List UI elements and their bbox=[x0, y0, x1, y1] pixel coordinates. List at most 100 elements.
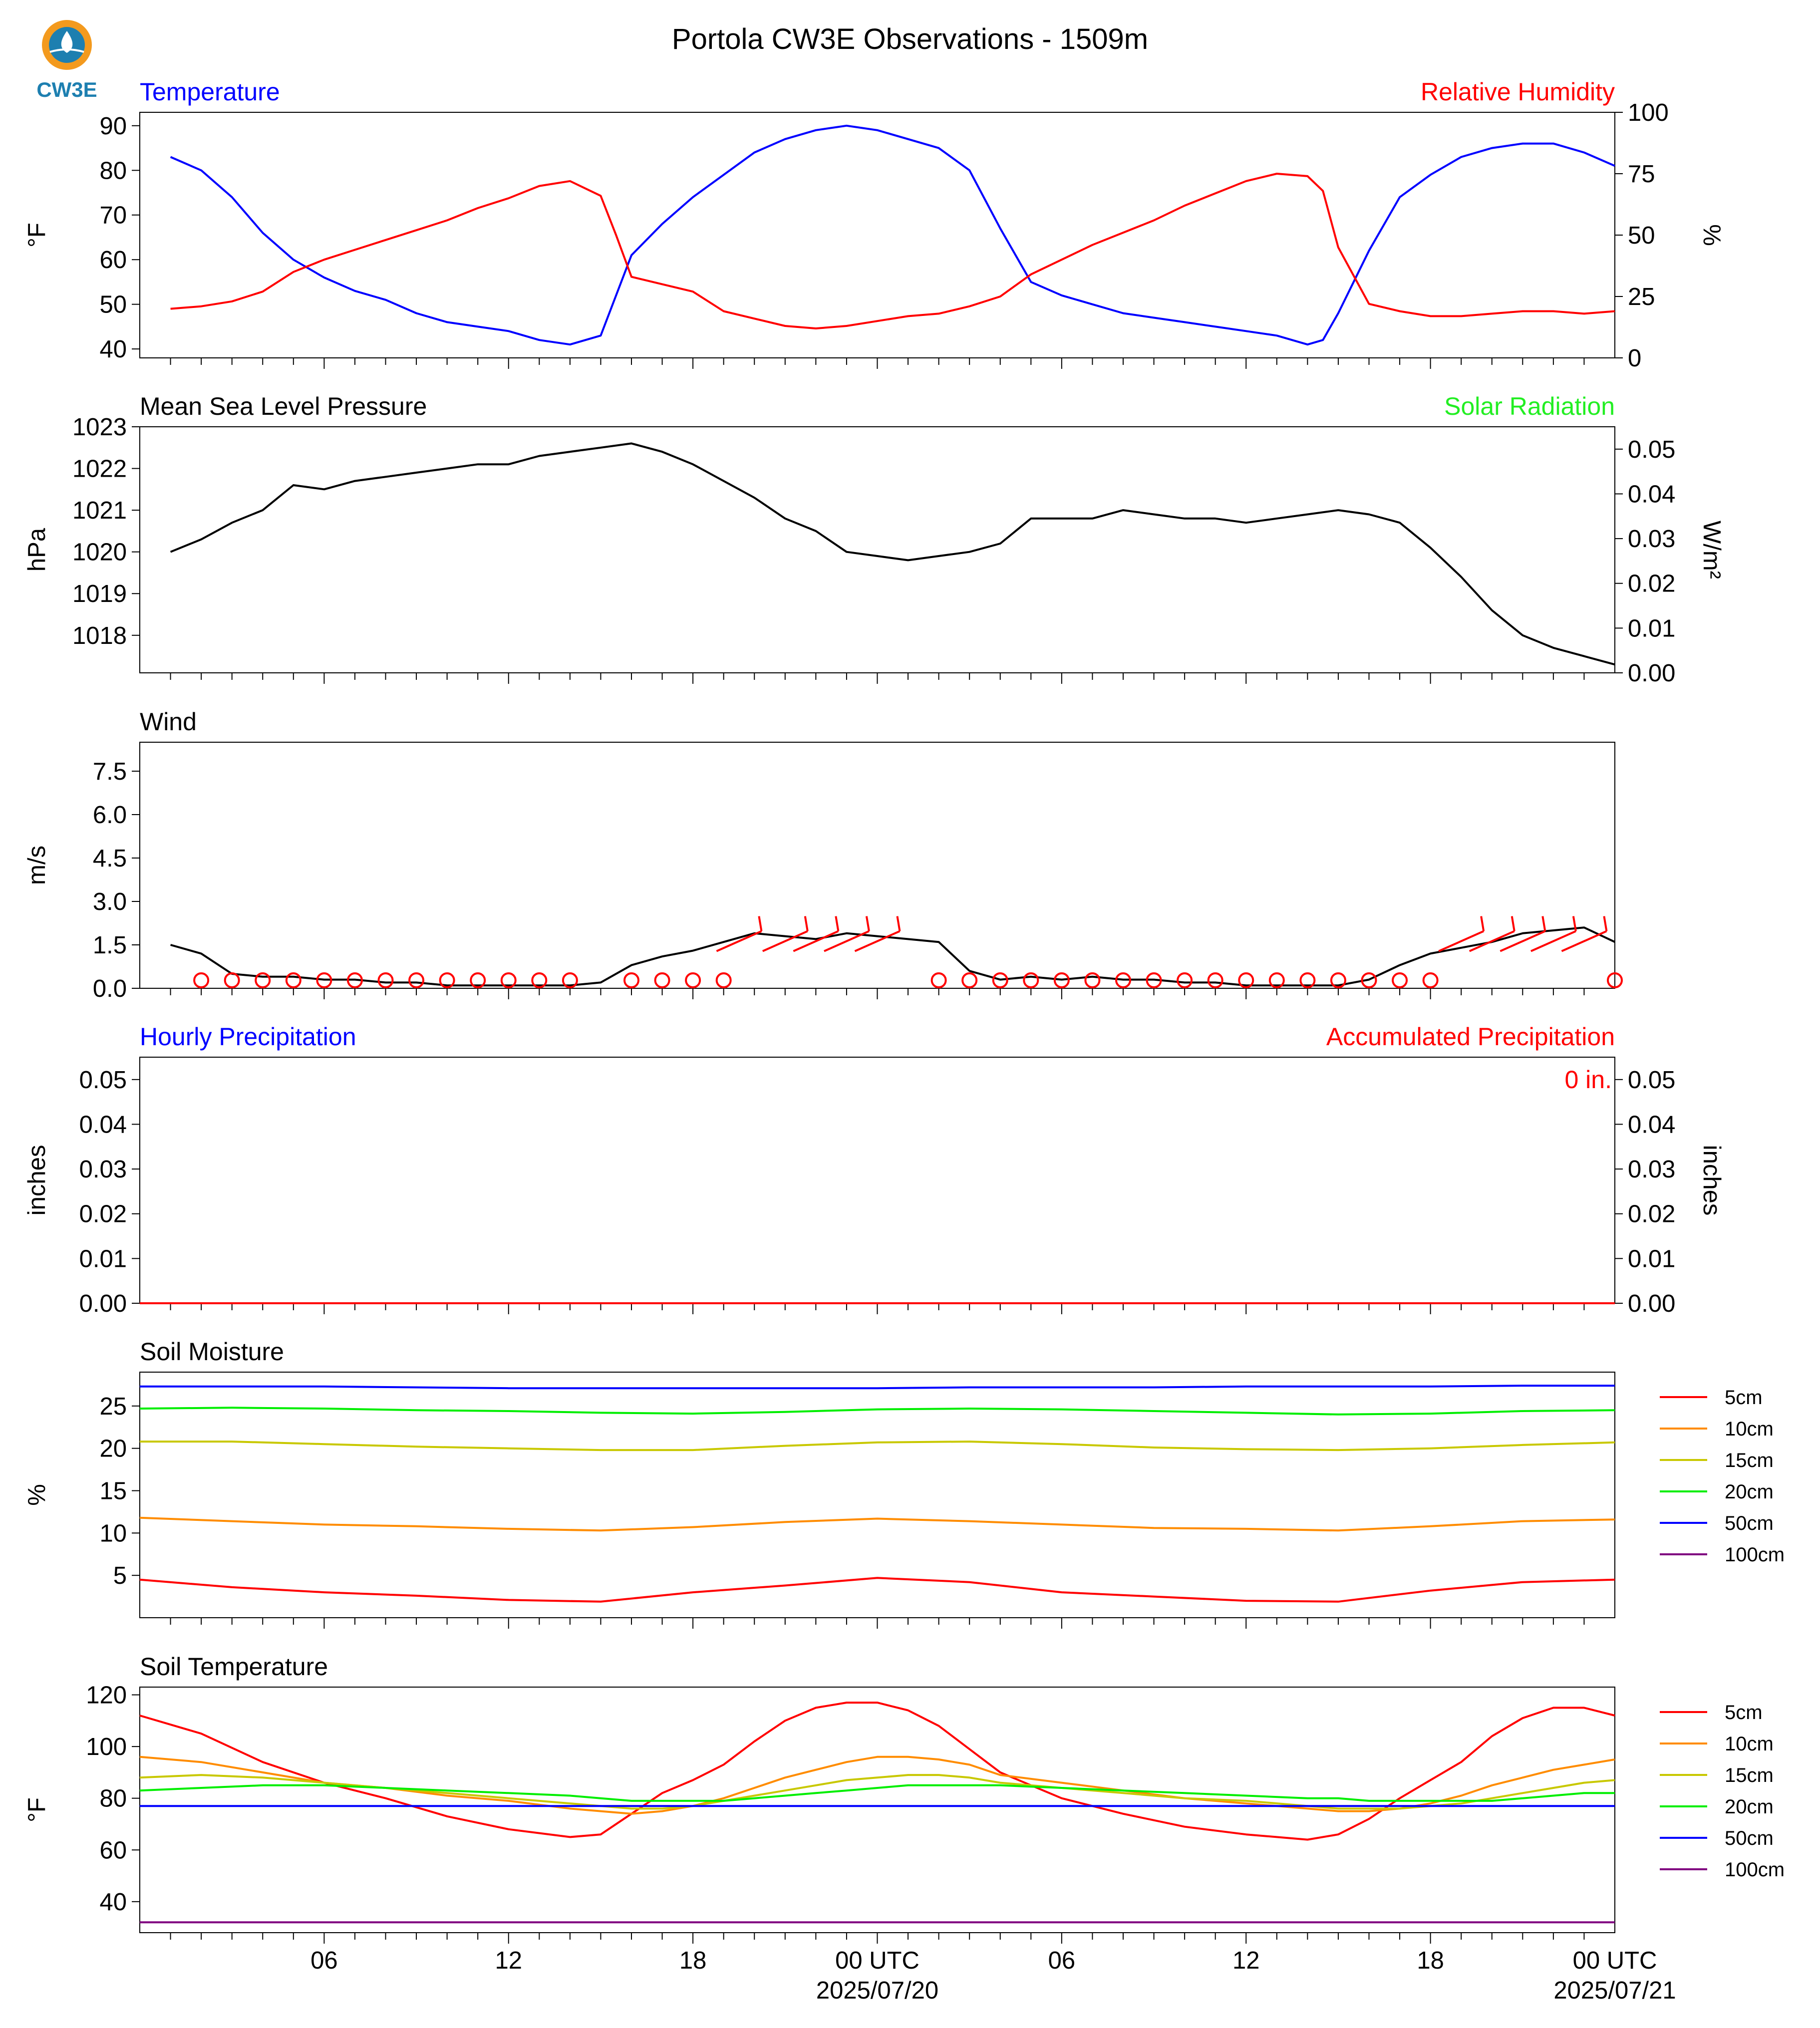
calm-wind-marker bbox=[1268, 972, 1285, 988]
calm-wind-marker bbox=[1146, 972, 1162, 988]
x-tick-label: 12 bbox=[1232, 1947, 1260, 1974]
legend-label: 5cm bbox=[1725, 1702, 1763, 1724]
calm-wind-marker bbox=[224, 972, 240, 988]
x-tick-label: 18 bbox=[1417, 1947, 1444, 1974]
x-tick-label: 06 bbox=[1048, 1947, 1076, 1974]
y-tick-label-right: 0.03 bbox=[1628, 526, 1675, 553]
panel-3: Wind 0.0 1.5 3.0 4.5 6.0 7.5 m/s bbox=[23, 708, 1623, 1002]
panel-title: Soil Moisture bbox=[140, 1338, 284, 1366]
y-tick-label-right: 0.04 bbox=[1628, 481, 1675, 508]
plot-frame bbox=[139, 426, 1615, 673]
x-axis: 06 12 18 00 UTC 06 12 18 00 UTC 2025/07/20 2025/0… bbox=[310, 1947, 1676, 2004]
panel-6: Soil Temperature 40 60 80 100 120 °F 5cm 10cm 15c… bbox=[23, 1653, 1785, 1944]
y-tick-label-right: 75 bbox=[1628, 161, 1655, 188]
cw3e-logo: CW3E bbox=[36, 20, 97, 101]
y-tick-label: 0.00 bbox=[79, 1290, 127, 1317]
y-tick-label: 80 bbox=[99, 1785, 127, 1812]
plot-frame bbox=[139, 742, 1615, 989]
y-tick-label: 6.0 bbox=[93, 802, 127, 829]
series-line-relative-humidity bbox=[170, 173, 1615, 329]
accumulated-total-label: 0 in. bbox=[1564, 1066, 1612, 1094]
y-tick-label-right: 100 bbox=[1628, 99, 1669, 126]
y-tick-label: 7.5 bbox=[93, 758, 127, 785]
logo-text: CW3E bbox=[36, 78, 97, 101]
calm-wind-marker bbox=[961, 972, 978, 988]
series-line-10cm bbox=[139, 1516, 1615, 1532]
y-tick-label: 3.0 bbox=[93, 888, 127, 915]
calm-wind-marker bbox=[255, 972, 271, 988]
wind-barb bbox=[1561, 916, 1608, 952]
y-tick-label: 0.05 bbox=[79, 1067, 127, 1094]
y-axis-label-right: % bbox=[1698, 224, 1725, 246]
panel-4: Hourly Precipitation Accumulated Precipit… bbox=[23, 1023, 1725, 1317]
calm-wind-marker bbox=[1053, 972, 1070, 988]
x-tick-label: 12 bbox=[495, 1947, 522, 1974]
y-tick-label: 1020 bbox=[72, 539, 127, 566]
y-tick-label: 80 bbox=[99, 157, 127, 184]
calm-wind-marker bbox=[715, 972, 732, 988]
y-axis-label-right: W/m² bbox=[1698, 521, 1725, 579]
y-tick-label-right: 0.00 bbox=[1628, 660, 1675, 687]
calm-wind-marker bbox=[1607, 972, 1623, 988]
y-tick-label-right: 0 bbox=[1628, 345, 1641, 372]
panel-title: Wind bbox=[140, 708, 197, 736]
series-line-5cm bbox=[139, 1702, 1615, 1841]
series-line-mean-sea-level-pressure bbox=[170, 442, 1615, 666]
y-tick-label: 0.02 bbox=[79, 1201, 127, 1228]
wind-barb bbox=[793, 916, 840, 952]
legend-label: 20cm bbox=[1725, 1481, 1774, 1503]
wind-barb bbox=[854, 916, 901, 952]
y-tick-label: 0.04 bbox=[79, 1111, 127, 1138]
y-tick-label: 90 bbox=[99, 113, 127, 140]
y-tick-label: 1018 bbox=[72, 622, 127, 649]
y-tick-label: 50 bbox=[99, 291, 127, 318]
y-tick-label-right: 50 bbox=[1628, 222, 1655, 249]
calm-wind-marker bbox=[1177, 972, 1193, 988]
logo-drop-icon bbox=[61, 31, 73, 53]
calm-wind-marker bbox=[285, 972, 302, 988]
y-tick-label: 10 bbox=[99, 1520, 127, 1547]
series-line-5cm bbox=[139, 1577, 1615, 1603]
y-tick-label: 0.0 bbox=[93, 975, 127, 1002]
y-tick-label: 60 bbox=[99, 1837, 127, 1864]
wind-barb bbox=[1500, 916, 1546, 952]
legend-label: 100cm bbox=[1725, 1859, 1785, 1881]
y-tick-label: 40 bbox=[99, 336, 127, 363]
calm-wind-marker bbox=[470, 972, 486, 988]
legend: 5cm 10cm 15cm 20cm 50cm 100cm bbox=[1660, 1702, 1785, 1881]
series-line-temperature bbox=[170, 124, 1615, 346]
calm-wind-marker bbox=[1330, 972, 1346, 988]
y-tick-label: 0.03 bbox=[79, 1156, 127, 1183]
calm-wind-marker bbox=[654, 972, 670, 988]
y-tick-label-right: 0.02 bbox=[1628, 571, 1675, 597]
y-tick-label-right: 0.02 bbox=[1628, 1201, 1675, 1228]
logo-wave-icon bbox=[49, 48, 84, 53]
y-tick-label: 1022 bbox=[72, 456, 127, 483]
calm-wind-marker bbox=[531, 972, 548, 988]
series-line-15cm bbox=[140, 1441, 1615, 1451]
y-tick-label-right: 0.03 bbox=[1628, 1156, 1675, 1183]
y-tick-label-right: 0.00 bbox=[1628, 1290, 1675, 1317]
legend-label: 10cm bbox=[1725, 1418, 1774, 1440]
x-tick-label: 06 bbox=[310, 1947, 338, 1974]
y-tick-label: 120 bbox=[86, 1682, 127, 1709]
calm-wind-marker bbox=[1207, 972, 1223, 988]
panel-title-right: Relative Humidity bbox=[1421, 78, 1615, 106]
y-tick-label: 15 bbox=[99, 1478, 127, 1505]
series-line-20cm bbox=[139, 1407, 1615, 1416]
y-axis-label: °F bbox=[23, 223, 50, 248]
calm-wind-marker bbox=[500, 972, 517, 988]
calm-wind-marker bbox=[623, 972, 639, 988]
y-tick-label: 100 bbox=[86, 1734, 127, 1760]
plot-frame bbox=[139, 1057, 1615, 1304]
y-tick-label: 1023 bbox=[72, 414, 127, 441]
legend-label: 5cm bbox=[1725, 1387, 1763, 1409]
legend-label: 10cm bbox=[1725, 1733, 1774, 1755]
y-tick-label: 1019 bbox=[72, 580, 127, 607]
wind-barb bbox=[762, 916, 809, 952]
legend-label: 100cm bbox=[1725, 1544, 1785, 1566]
legend-label: 15cm bbox=[1725, 1449, 1774, 1471]
calm-wind-marker bbox=[1023, 972, 1039, 988]
panel-title: Mean Sea Level Pressure bbox=[140, 392, 427, 420]
